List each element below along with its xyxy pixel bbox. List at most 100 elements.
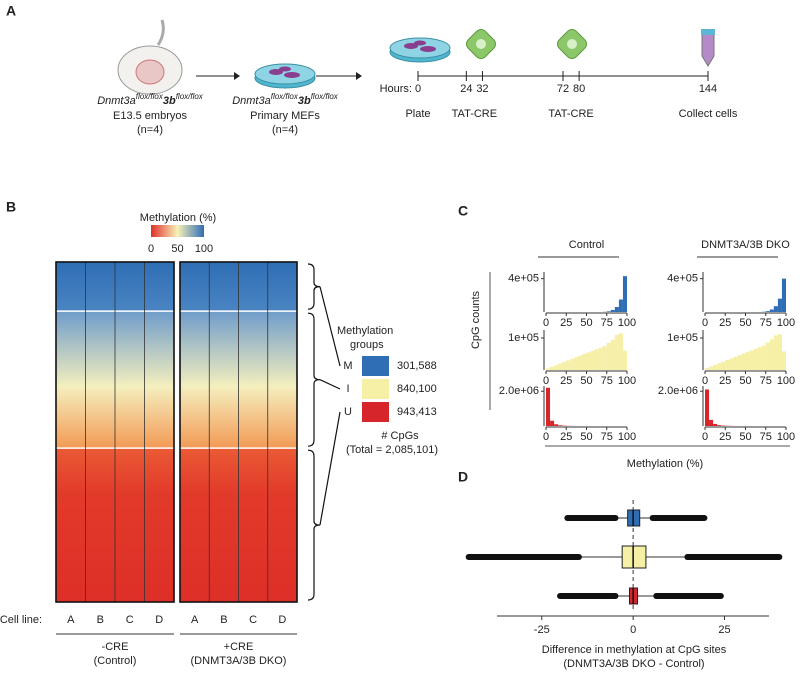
x-tick-label: 50	[739, 317, 751, 329]
hist-bar	[594, 349, 599, 370]
x-tick-label: 0	[702, 317, 708, 329]
legend-count: 943,413	[397, 406, 437, 418]
x-tick-label: 0	[543, 317, 549, 329]
hist-bar	[769, 309, 774, 312]
source-label: (n=4)	[137, 124, 163, 136]
hist-bar	[558, 425, 563, 426]
legend-count: 301,588	[397, 360, 437, 372]
hist-bar	[590, 350, 595, 370]
cell-line: C	[126, 614, 134, 626]
legend-swatch	[362, 379, 389, 399]
dish-icon	[254, 63, 316, 89]
hist-bar	[773, 335, 778, 370]
hist-bar	[765, 311, 770, 312]
y-tick-label: 1e+05	[508, 332, 539, 344]
total-label: (Total = 2,085,101)	[346, 444, 438, 456]
hist-bar	[713, 423, 718, 426]
x-tick-label: 25	[560, 317, 572, 329]
hist-bar	[614, 307, 619, 312]
timeline-tick-label: 72	[557, 83, 569, 95]
x-tick-label: 100	[618, 431, 636, 443]
source-label: Primary MEFs	[250, 110, 320, 122]
x-tick-label: -25	[534, 624, 550, 636]
allele: flox/flox	[271, 92, 299, 101]
legend-title: Methylation	[337, 325, 393, 337]
x-tick-label: 25	[719, 431, 731, 443]
x-tick-label: 100	[777, 375, 795, 387]
protein-icon	[557, 29, 587, 59]
x-tick-label: 100	[777, 317, 795, 329]
cell-line: A	[67, 614, 75, 626]
panel-label: C	[458, 203, 468, 219]
timeline-tick-label: 144	[699, 83, 717, 95]
cell-line: D	[278, 614, 286, 626]
x-tick-label: 75	[760, 317, 772, 329]
hist-bar	[709, 366, 714, 370]
x-tick-label: 50	[739, 431, 751, 443]
hist-bar	[618, 333, 623, 370]
x-tick-label: 0	[630, 624, 636, 636]
hist-bar	[781, 278, 786, 312]
heatmap-border	[179, 261, 298, 603]
x-axis-label: Methylation (%)	[627, 458, 703, 470]
timeline-label: Hours:	[380, 83, 412, 95]
hist-bar	[578, 355, 583, 370]
gene: Dnmt3a	[97, 95, 136, 107]
hist-bar	[554, 424, 559, 426]
legend-name: M	[343, 360, 352, 372]
hist-bar	[729, 358, 734, 370]
genotype: Dnmt3aflox/flox3bflox/flox	[232, 92, 339, 107]
hist-bar	[725, 360, 730, 370]
hist-bar	[749, 350, 754, 370]
legend-name: I	[346, 383, 349, 395]
y-tick-label: 4e+05	[508, 273, 539, 285]
cell-line: B	[97, 614, 104, 626]
hist-bar	[546, 387, 551, 426]
timeline-tick-label: 0	[415, 83, 421, 95]
connector	[319, 286, 341, 367]
brace	[307, 312, 321, 447]
timeline-tick-label: 32	[476, 83, 488, 95]
hist-bar	[769, 339, 774, 370]
x-tick-label: 75	[760, 431, 772, 443]
x-tick-label: 25	[719, 317, 731, 329]
x-tick-label: 0	[702, 375, 708, 387]
hist-bar	[737, 355, 742, 370]
hist-bar	[773, 306, 778, 312]
x-tick-label: 25	[719, 375, 731, 387]
cell-line: B	[220, 614, 227, 626]
legend-title: groups	[350, 339, 384, 351]
box	[621, 545, 647, 569]
hist-bar	[546, 368, 551, 370]
hist-bar	[777, 334, 782, 370]
embryo-icon	[117, 19, 183, 95]
x-tick-label: 100	[618, 375, 636, 387]
gene: Dnmt3a	[232, 95, 271, 107]
timeline-tick-label: 80	[573, 83, 585, 95]
x-tick-label: 100	[777, 431, 795, 443]
hist-bar	[610, 309, 615, 312]
hist-bar	[606, 311, 611, 312]
y-tick-label: 2.0e+06	[499, 385, 539, 397]
y-tick-label: 1e+05	[667, 332, 698, 344]
arrow-head	[356, 72, 362, 80]
hist-bar	[582, 354, 587, 370]
event-label: TAT-CRE	[548, 108, 593, 120]
hist-bar	[550, 420, 555, 426]
panel-label: B	[6, 199, 16, 215]
y-tick-label: 4e+05	[667, 273, 698, 285]
hist-bar	[562, 362, 567, 370]
hist-bar	[765, 342, 770, 370]
x-tick-label: 0	[702, 431, 708, 443]
hist-bar	[618, 299, 623, 312]
x-tick-label: 0	[543, 431, 549, 443]
hist-bar	[598, 347, 603, 370]
x-tick-label: 50	[580, 317, 592, 329]
x-tick-label: 75	[601, 431, 613, 443]
hist-bar	[606, 342, 611, 370]
panel-label: D	[458, 469, 468, 485]
timeline-tick-label: 24	[460, 83, 472, 95]
x-axis-label: Difference in methylation at CpG sites	[542, 644, 727, 656]
colorbar-tick-label: 100	[195, 243, 213, 255]
